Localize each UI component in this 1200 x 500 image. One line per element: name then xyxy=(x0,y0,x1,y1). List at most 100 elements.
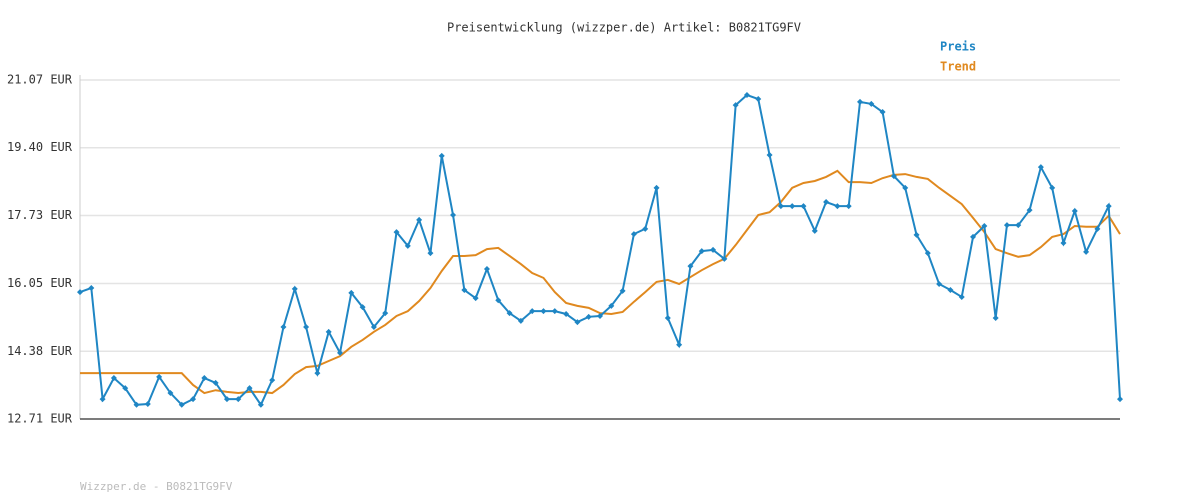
point xyxy=(450,212,457,219)
point xyxy=(563,310,570,317)
point xyxy=(551,308,558,315)
point xyxy=(1049,184,1056,191)
point xyxy=(517,317,524,324)
point xyxy=(359,304,366,311)
point xyxy=(190,396,197,403)
legend-label: Trend xyxy=(940,60,976,74)
point xyxy=(597,313,603,320)
point xyxy=(110,375,117,382)
point xyxy=(868,100,875,107)
point xyxy=(427,250,434,257)
y-tick-label: 19.40 EUR xyxy=(7,140,73,154)
point xyxy=(269,377,276,384)
point xyxy=(156,373,163,380)
chart-title: Preisentwicklung (wizzper.de) Artikel: B… xyxy=(447,21,801,35)
point xyxy=(924,250,931,257)
y-tick-label: 16.05 EUR xyxy=(7,276,73,290)
point xyxy=(337,349,343,356)
point xyxy=(698,248,705,255)
point xyxy=(710,246,717,253)
point xyxy=(1037,164,1044,171)
point xyxy=(178,401,185,408)
point xyxy=(1094,225,1101,232)
point xyxy=(789,203,796,210)
point xyxy=(732,102,739,109)
point xyxy=(495,297,502,304)
point xyxy=(483,265,490,272)
point xyxy=(348,289,355,296)
point xyxy=(608,302,615,309)
point xyxy=(201,375,208,382)
point xyxy=(314,370,321,377)
point xyxy=(77,289,83,296)
point xyxy=(99,396,106,403)
point xyxy=(845,203,852,210)
point xyxy=(382,310,389,317)
point xyxy=(1026,207,1033,214)
point xyxy=(246,385,253,392)
point xyxy=(257,401,264,408)
point xyxy=(947,287,954,294)
point xyxy=(777,203,784,210)
point xyxy=(404,242,411,249)
point xyxy=(167,390,174,397)
y-tick-label: 14.38 EUR xyxy=(7,344,73,358)
point xyxy=(630,231,637,238)
point xyxy=(438,152,445,159)
footer: Wizzper.de - B0821TG9FV xyxy=(80,480,233,493)
point xyxy=(958,293,965,300)
point xyxy=(902,184,909,191)
point xyxy=(325,328,332,335)
point xyxy=(1060,240,1067,247)
point xyxy=(981,222,988,229)
point xyxy=(721,255,728,262)
point xyxy=(144,400,151,407)
point xyxy=(992,315,999,322)
point xyxy=(291,285,298,292)
point xyxy=(687,263,694,270)
point xyxy=(88,285,95,292)
point xyxy=(585,313,592,320)
point xyxy=(370,323,377,330)
point xyxy=(834,203,841,210)
y-tick-label: 12.71 EUR xyxy=(7,412,73,426)
point xyxy=(1105,203,1112,210)
point xyxy=(766,152,773,159)
point xyxy=(913,231,920,238)
point xyxy=(393,229,400,236)
point xyxy=(936,280,943,287)
y-tick-label: 21.07 EUR xyxy=(7,73,73,87)
point xyxy=(212,379,219,386)
point xyxy=(1083,248,1090,255)
point xyxy=(879,109,886,116)
point xyxy=(1071,207,1078,214)
point xyxy=(1117,396,1123,403)
point xyxy=(811,227,818,234)
point xyxy=(472,295,479,302)
point xyxy=(970,233,977,240)
legend-label: Preis xyxy=(940,40,976,54)
point xyxy=(743,92,750,99)
point xyxy=(800,203,807,210)
point xyxy=(540,308,547,315)
point xyxy=(122,385,129,392)
point xyxy=(223,396,230,403)
point xyxy=(133,401,140,408)
point xyxy=(506,310,513,317)
point xyxy=(1003,222,1010,229)
point xyxy=(416,216,423,223)
point xyxy=(619,287,626,294)
point xyxy=(664,315,671,322)
point xyxy=(574,319,581,326)
point xyxy=(280,323,287,330)
point xyxy=(1015,222,1022,229)
y-tick-label: 17.73 EUR xyxy=(7,208,73,222)
point xyxy=(823,199,830,206)
point xyxy=(461,287,468,294)
point xyxy=(529,308,536,315)
point xyxy=(890,173,897,180)
point xyxy=(857,98,863,105)
point xyxy=(235,396,242,403)
